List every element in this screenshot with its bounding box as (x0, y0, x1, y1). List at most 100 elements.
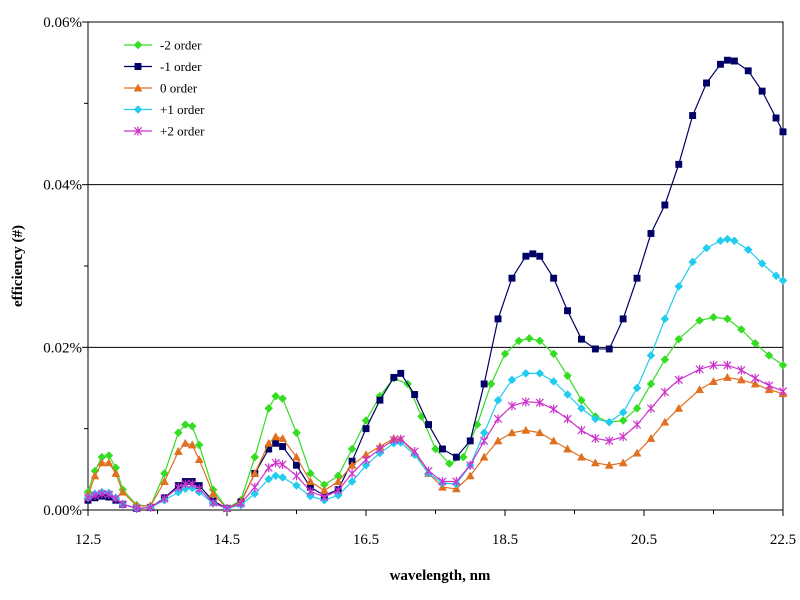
data-point (390, 373, 398, 381)
data-point (97, 458, 107, 467)
data-point (674, 334, 684, 344)
x-tick-label: 22.5 (770, 532, 796, 548)
data-point (660, 417, 670, 426)
data-point (591, 345, 599, 353)
data-point (271, 432, 281, 441)
data-point (173, 487, 183, 497)
x-tick-labels: 12.5 14.5 16.5 18.5 20.5 22.5 (75, 532, 796, 548)
legend-marker (133, 40, 143, 50)
data-point (646, 379, 656, 389)
y-tick-label: 0.06% (43, 15, 82, 31)
data-point (646, 351, 656, 360)
data-point (180, 420, 190, 429)
data-point (618, 408, 628, 417)
data-point (578, 335, 585, 343)
data-point (549, 349, 559, 359)
legend-label: +1 order (160, 102, 205, 117)
data-point (445, 459, 454, 468)
data-point (723, 56, 731, 64)
data-point (577, 403, 586, 413)
series-layer (83, 56, 788, 513)
data-point (188, 479, 197, 489)
data-point (480, 380, 488, 388)
data-point (549, 404, 558, 414)
data-point (695, 316, 704, 325)
data-point (466, 437, 474, 445)
data-point (306, 491, 315, 501)
data-point (709, 360, 718, 370)
data-point (208, 489, 218, 498)
data-point (646, 403, 656, 413)
data-point (500, 349, 510, 359)
data-point (564, 307, 571, 315)
data-point (647, 230, 655, 237)
data-point (522, 252, 530, 260)
data-point (250, 482, 259, 492)
y-tick-labels: 0.00% 0.02% 0.04% 0.06% (43, 15, 82, 519)
axis-ticks (82, 21, 784, 516)
data-point (111, 494, 120, 504)
legend-label: 0 order (160, 81, 198, 96)
data-point (709, 312, 718, 322)
data-point (590, 414, 600, 424)
data-point (180, 484, 190, 494)
legend-item: -2 order (124, 38, 202, 53)
data-point (632, 448, 642, 457)
data-point (632, 420, 642, 430)
data-point (271, 471, 281, 481)
data-point (535, 336, 545, 346)
data-point (695, 364, 704, 374)
data-point (674, 403, 684, 412)
data-point (272, 439, 280, 447)
data-point (347, 460, 357, 469)
data-point (674, 281, 684, 291)
legend-item: +1 order (124, 102, 205, 117)
data-point (264, 438, 274, 447)
y-tick-label: 0.00% (43, 503, 82, 519)
x-tick-label: 18.5 (492, 532, 518, 548)
data-point (250, 468, 260, 477)
data-point (375, 444, 385, 454)
data-point (751, 373, 760, 383)
data-point (293, 461, 300, 469)
data-point (292, 481, 301, 490)
y-tick-label: 0.04% (43, 178, 82, 194)
data-point (729, 236, 739, 246)
data-point (292, 452, 301, 461)
data-point (695, 385, 705, 394)
data-point (764, 351, 774, 360)
data-point (577, 425, 586, 435)
data-point (452, 453, 460, 461)
data-point (604, 417, 614, 427)
data-point (361, 416, 371, 425)
data-point (661, 201, 669, 209)
data-point (660, 387, 669, 397)
data-point (278, 433, 288, 442)
data-point (717, 60, 724, 68)
data-point (633, 274, 641, 282)
series-5 (83, 360, 788, 513)
data-point (361, 455, 371, 465)
data-point (452, 477, 461, 487)
data-point (619, 432, 628, 442)
data-point (104, 490, 113, 500)
data-point (320, 492, 329, 502)
data-point (104, 458, 114, 467)
data-point (750, 338, 760, 348)
x-tick-label: 20.5 (631, 532, 657, 548)
x-tick-label: 12.5 (75, 532, 101, 548)
x-tick-label: 14.5 (214, 532, 240, 548)
data-point (424, 466, 433, 476)
data-point (479, 452, 489, 461)
data-point (493, 395, 503, 405)
data-point (723, 234, 732, 244)
data-point (772, 114, 780, 122)
data-point (389, 435, 398, 445)
data-point (180, 438, 190, 447)
data-point (709, 376, 718, 385)
data-point (431, 444, 440, 454)
data-point (536, 252, 544, 260)
legend-item: 0 order (124, 81, 198, 96)
data-point (187, 440, 197, 449)
